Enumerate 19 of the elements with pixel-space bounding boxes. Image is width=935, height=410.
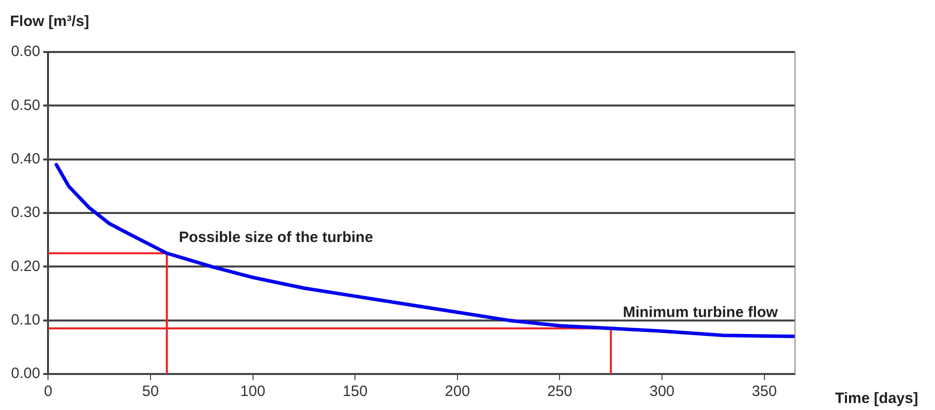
y-tick-label: 0.10	[10, 311, 40, 328]
annotation: Possible size of the turbine	[178, 228, 374, 246]
x-tick-label: 250	[547, 383, 572, 400]
y-tick-label: 0.60	[10, 43, 40, 60]
x-tick-label: 350	[752, 383, 777, 400]
x-tick-label: 150	[342, 383, 368, 400]
x-tick-label: 0	[44, 383, 52, 400]
y-tick-label: 0.00	[10, 365, 40, 382]
x-tick-label: 50	[142, 383, 159, 400]
x-tick-label: 300	[649, 383, 675, 400]
y-tick-label: 0.40	[10, 150, 40, 168]
y-tick-label: 0.50	[10, 96, 40, 114]
x-tick-label: 100	[240, 383, 266, 400]
y-tick-label: 0.30	[10, 204, 40, 222]
x-tick-label: 200	[444, 383, 470, 400]
y-tick-label: 0.20	[10, 258, 40, 275]
x-axis-title: Time [days]	[835, 390, 918, 408]
annotation: Minimum turbine flow	[622, 304, 778, 322]
y-axis-title: Flow [m³/s]	[10, 13, 90, 30]
